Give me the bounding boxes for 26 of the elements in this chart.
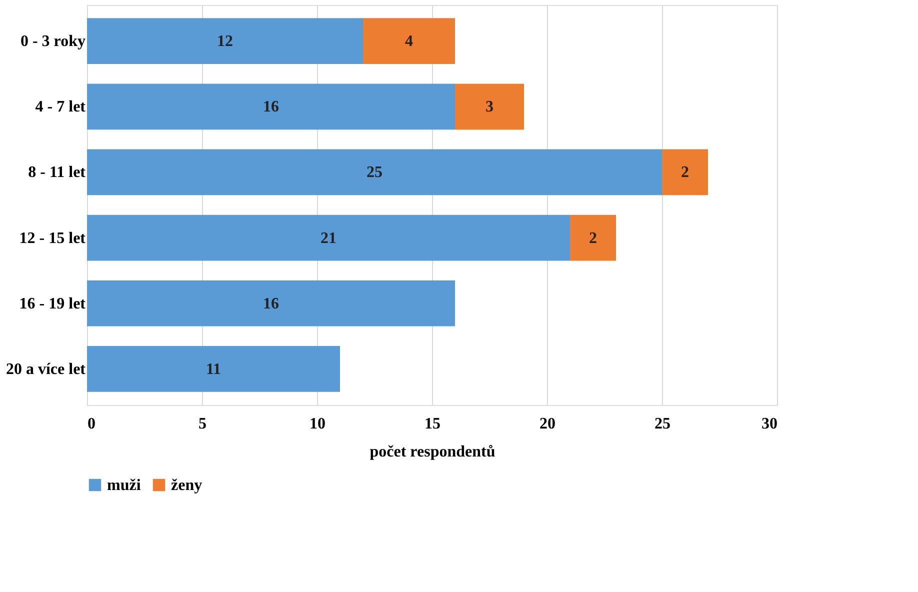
data-label: 25 [366,164,382,182]
data-label: 2 [589,230,597,247]
legend-label: muži [107,477,142,494]
data-label: 3 [486,98,494,116]
y-tick-label: 0 - 3 roky [20,33,86,50]
data-label: 2 [681,164,689,182]
y-tick-label: 20 a více let [6,360,86,378]
data-label: 12 [217,33,233,50]
y-tick-label: 8 - 11 let [28,164,86,182]
x-tick-label: 30 [762,416,778,432]
x-tick-label: 25 [654,416,670,432]
y-tick-label: 4 - 7 let [35,98,86,116]
y-tick-label: 12 - 15 let [19,230,86,247]
data-label: 11 [206,360,222,378]
x-axis-title: počet respondentů [370,444,496,460]
x-tick-label: 20 [540,416,556,432]
x-tick-label: 5 [198,416,206,432]
data-label: 4 [405,33,413,50]
legend-label: ženy [171,477,202,494]
data-label: 21 [320,230,336,247]
data-label: 16 [263,98,279,116]
data-label: 16 [263,295,279,312]
y-tick-label: 16 - 19 let [19,295,86,312]
x-tick-label: 15 [424,416,440,432]
x-tick-label: 0 [88,416,96,432]
x-tick-label: 10 [310,416,326,432]
